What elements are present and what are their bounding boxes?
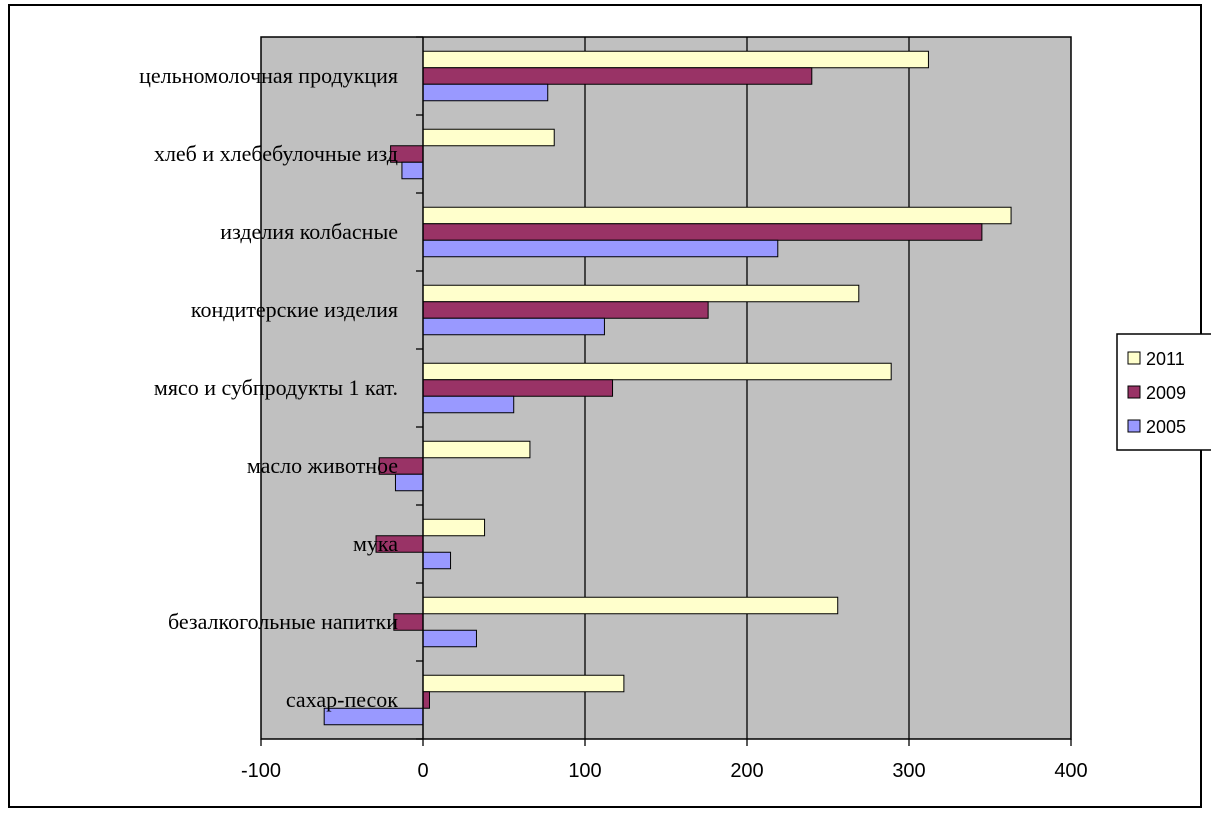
category-label: кондитерские изделия [191, 297, 398, 322]
legend-label: 2011 [1146, 349, 1185, 369]
bar-2005 [422, 83, 549, 102]
bar-2011 [422, 284, 860, 303]
bar-2011 [422, 596, 839, 615]
x-tick-label: 100 [568, 760, 601, 782]
legend-swatch-2009 [1127, 385, 1141, 399]
legend-label: 2009 [1146, 383, 1186, 403]
category-label: мука [353, 531, 398, 556]
bar-2009 [422, 67, 813, 85]
category-label: сахар-песок [286, 687, 398, 712]
bar-2011 [422, 206, 1012, 225]
bar-2011 [422, 518, 486, 537]
bar-2011 [422, 128, 555, 147]
x-tick-label: 200 [730, 760, 763, 782]
bar-2005 [394, 473, 424, 492]
category-label: мясо и субпродукты 1 кат. [154, 375, 398, 400]
bar-2005 [422, 317, 605, 336]
category-label: масло животное [247, 453, 398, 478]
bar-2009 [422, 223, 983, 241]
x-tick-label: -100 [241, 760, 281, 782]
x-tick-label: 300 [892, 760, 925, 782]
bar-2011 [422, 362, 892, 381]
category-label: цельномолочная продукция [139, 63, 398, 88]
legend-swatch-2011 [1127, 351, 1141, 365]
bars [323, 50, 1012, 726]
category-label: изделия колбасные [220, 219, 398, 244]
axes [260, 36, 1072, 746]
legend-label: 2005 [1146, 417, 1186, 437]
category-labels: цельномолочная продукция хлеб и хлебебуло… [139, 63, 398, 712]
bar-2009 [422, 301, 709, 319]
bar-2005 [422, 395, 515, 414]
bar-2009 [393, 613, 424, 631]
legend-swatch-2005 [1127, 419, 1141, 433]
bar-2005 [422, 551, 452, 570]
category-label: хлеб и хлебебулочные изд [154, 141, 398, 166]
x-tick-label: 0 [417, 760, 428, 782]
bar-2005 [401, 161, 424, 180]
legend: 2011 2009 2005 [1116, 333, 1211, 451]
category-label: безалкогольные напитки [168, 609, 398, 634]
bar-2011 [422, 440, 531, 459]
bar-2011 [422, 50, 929, 69]
bar-2005 [422, 239, 779, 258]
bar-2009 [422, 691, 430, 709]
bar-2005 [422, 629, 477, 648]
x-tick-label: 400 [1054, 760, 1087, 782]
tick-labels: -100 0 100 200 300 400 [241, 760, 1088, 782]
bar-2009 [422, 379, 614, 397]
bar-2011 [422, 674, 625, 693]
